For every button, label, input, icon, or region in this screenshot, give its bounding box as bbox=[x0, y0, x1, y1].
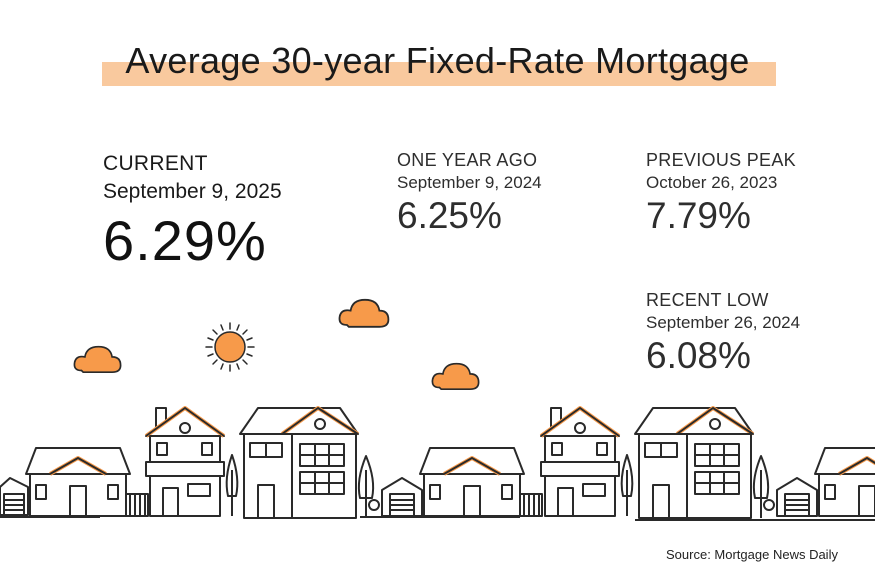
house-icon bbox=[144, 406, 226, 517]
house-icon bbox=[239, 406, 360, 519]
source-credit: Source: Mortgage News Daily bbox=[666, 547, 838, 562]
stat-previous-peak-value: 7.79% bbox=[646, 195, 751, 236]
stat-current: CURRENT September 9, 2025 6.29% bbox=[103, 152, 282, 273]
tree-icon bbox=[752, 455, 775, 518]
cloud-icon bbox=[431, 362, 480, 391]
stat-one-year-ago: ONE YEAR AGO September 9, 2024 6.25% bbox=[397, 150, 542, 237]
tree-icon bbox=[225, 454, 239, 516]
stat-previous-peak-date: October 26, 2023 bbox=[646, 173, 778, 192]
tree-icon bbox=[620, 454, 634, 516]
house-icon bbox=[419, 447, 543, 517]
title-wrap: Average 30-year Fixed-Rate Mortgage bbox=[0, 40, 875, 82]
house-icon bbox=[539, 406, 621, 517]
house-icon bbox=[381, 477, 423, 517]
sun-icon bbox=[205, 322, 255, 372]
stat-current-value: 6.29% bbox=[103, 209, 267, 272]
stat-current-date: September 9, 2025 bbox=[103, 180, 282, 203]
stat-recent-low-date: September 26, 2024 bbox=[646, 313, 801, 332]
stat-recent-low: RECENT LOW September 26, 2024 6.08% bbox=[646, 290, 800, 377]
stat-one-year-ago-label: ONE YEAR AGO bbox=[397, 150, 538, 170]
house-icon bbox=[814, 447, 875, 517]
house-icon bbox=[776, 477, 818, 517]
stat-one-year-ago-date: September 9, 2024 bbox=[397, 173, 542, 192]
tree-icon bbox=[357, 455, 380, 518]
stat-previous-peak-label: PREVIOUS PEAK bbox=[646, 150, 796, 170]
title-highlight bbox=[102, 62, 776, 86]
house-icon bbox=[634, 406, 755, 519]
house-icon bbox=[25, 447, 149, 517]
cloud-icon bbox=[73, 345, 122, 374]
stat-one-year-ago-value: 6.25% bbox=[397, 195, 502, 236]
stat-previous-peak: PREVIOUS PEAK October 26, 2023 7.79% bbox=[646, 150, 796, 237]
house-icon bbox=[0, 477, 29, 516]
stat-current-label: CURRENT bbox=[103, 152, 208, 175]
stat-recent-low-label: RECENT LOW bbox=[646, 290, 769, 310]
cloud-icon bbox=[338, 298, 390, 328]
page-title: Average 30-year Fixed-Rate Mortgage bbox=[125, 40, 750, 81]
stat-recent-low-value: 6.08% bbox=[646, 335, 751, 376]
